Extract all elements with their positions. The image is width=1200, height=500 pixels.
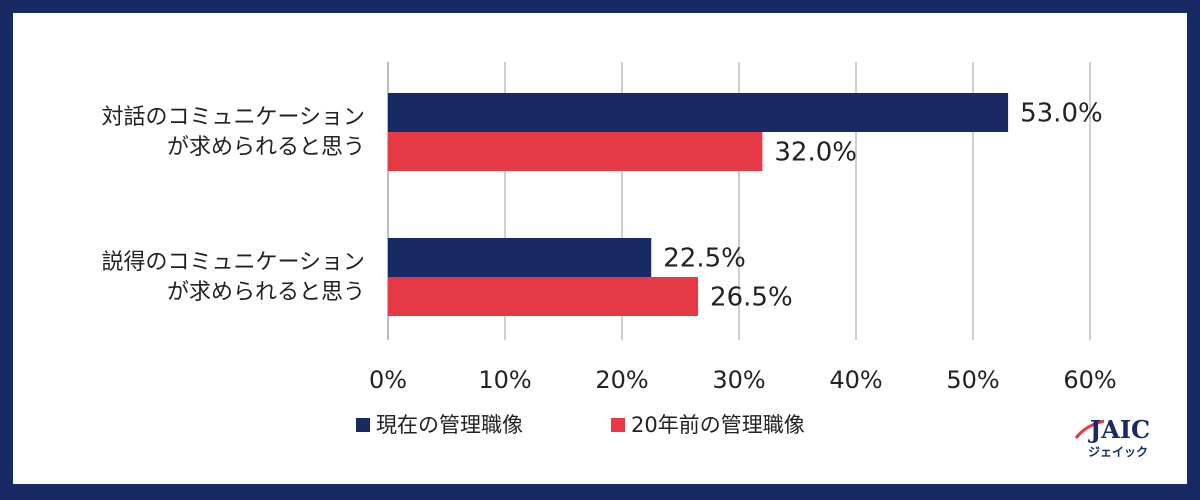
data-label: 53.0% — [1020, 99, 1103, 129]
category-label: 対話のコミュニケーション — [101, 105, 365, 130]
x-tick-label: 60% — [1063, 366, 1116, 394]
bar — [388, 277, 699, 316]
legend-swatch — [611, 418, 625, 432]
legend: 現在の管理職像 20年前の管理職像 — [356, 413, 805, 437]
logo-sub-text: ジェイック — [1088, 445, 1148, 459]
bars-group — [388, 93, 1009, 316]
logo-swoosh-icon — [1074, 419, 1105, 439]
x-tick-label: 10% — [478, 366, 531, 394]
category-label: が求められると思う — [167, 280, 365, 305]
category-label: が求められると思う — [167, 135, 365, 160]
data-label: 26.5% — [710, 283, 793, 313]
jaic-logo: JAIC ジェイック — [1074, 415, 1150, 459]
logo-main-text: JAIC — [1088, 415, 1150, 444]
legend-label: 20年前の管理職像 — [631, 413, 805, 437]
x-tick-label: 50% — [946, 366, 999, 394]
legend-label: 現在の管理職像 — [376, 413, 523, 437]
value-labels-group: 53.0% 22.5% 32.0% 26.5% — [663, 99, 1102, 313]
legend-swatch — [356, 418, 370, 432]
x-tick-label: 30% — [712, 366, 765, 394]
x-axis-tick-labels: 0% 10% 20% 30% 40% 50% 60% — [369, 366, 1117, 394]
category-labels-group: 対話のコミュニケーションが求められると思う説得のコミュニケーションが求められると… — [101, 105, 365, 305]
bar — [388, 93, 1009, 132]
x-tick-label: 40% — [829, 366, 882, 394]
category-label: 説得のコミュニケーション — [101, 250, 365, 275]
data-label: 32.0% — [774, 138, 857, 168]
bar — [388, 132, 763, 171]
x-tick-label: 20% — [595, 366, 648, 394]
bar — [388, 238, 652, 277]
x-tick-label: 0% — [369, 366, 407, 394]
data-label: 22.5% — [663, 244, 746, 274]
